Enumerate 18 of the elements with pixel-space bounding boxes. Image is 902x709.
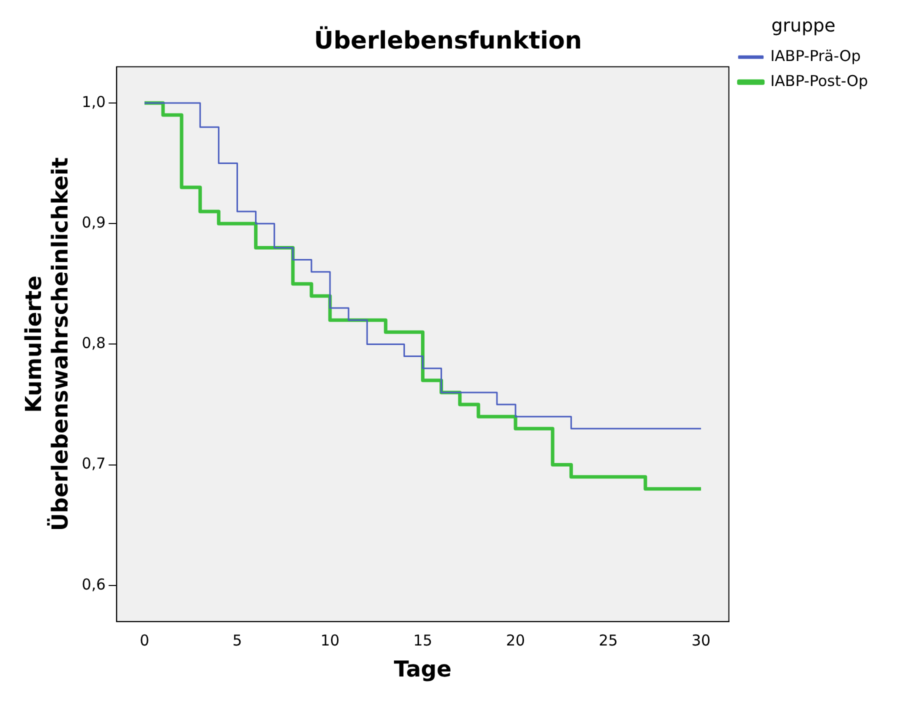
chart-title: Überlebensfunktion <box>314 26 582 55</box>
y-tick-label: 0,6 <box>82 575 106 594</box>
x-tick-label: 5 <box>232 631 242 650</box>
x-tick-label: 20 <box>506 631 526 650</box>
y-tick-label: 0,9 <box>82 213 106 232</box>
x-tick-label: 0 <box>140 631 150 650</box>
y-tick-label: 0,7 <box>82 454 106 473</box>
y-tick-label: 1,0 <box>82 92 106 111</box>
x-axis-title: Tage <box>394 658 452 683</box>
x-tick-label: 10 <box>320 631 340 650</box>
y-axis-title: Kumulierte Überlebenswahrscheinlichkeit <box>22 156 74 532</box>
legend-label: IABP-Prä-Op <box>770 46 861 65</box>
y-tick-label: 0,8 <box>82 334 106 352</box>
x-tick-label: 25 <box>598 631 618 650</box>
legend-label: IABP-Post-Op <box>770 72 868 90</box>
legend-title: gruppe <box>771 16 836 37</box>
x-tick-label: 15 <box>413 631 432 650</box>
x-tick-label: 30 <box>691 631 711 650</box>
